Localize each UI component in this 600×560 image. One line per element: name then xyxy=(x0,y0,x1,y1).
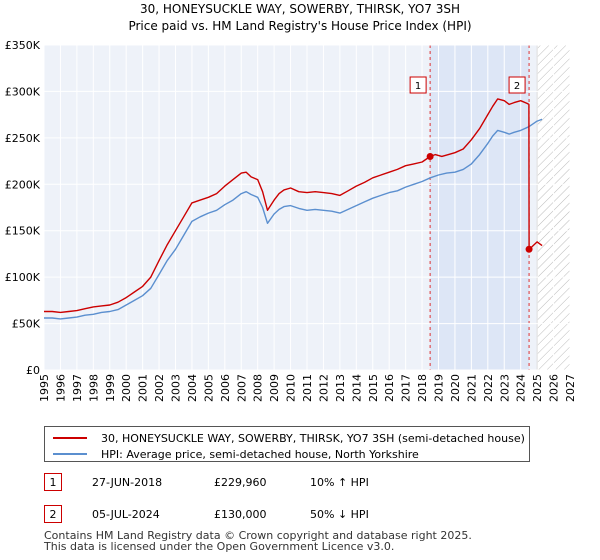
x-tick-label: 2018 xyxy=(416,374,429,402)
x-tick-label: 2024 xyxy=(515,374,528,402)
x-tick-label: 2014 xyxy=(350,374,363,402)
transaction-hpi-change: 50% ↓ HPI xyxy=(310,508,369,521)
legend-line-hpi xyxy=(53,453,87,455)
x-tick-label: 2023 xyxy=(498,374,511,402)
price-chart: 30, HONEYSUCKLE WAY, SOWERBY, THIRSK, YO… xyxy=(5,2,577,402)
footer-license: This data is licensed under the Open Gov… xyxy=(44,540,395,553)
x-tick-label: 2021 xyxy=(465,374,478,402)
transaction-label: 1 xyxy=(415,81,421,92)
transaction-price: £229,960 xyxy=(214,476,267,489)
legend-label-hpi: HPI: Average price, semi-detached house,… xyxy=(101,447,419,461)
transaction-date: 27-JUN-2018 xyxy=(92,476,163,489)
transaction-hpi-change: 10% ↑ HPI xyxy=(310,476,369,489)
transaction-label: 2 xyxy=(514,81,520,92)
x-tick-label: 2002 xyxy=(153,374,166,402)
x-tick-label: 2013 xyxy=(334,374,347,402)
x-tick-label: 2025 xyxy=(531,374,544,402)
transaction-badge: 2 xyxy=(44,505,62,523)
footer: Contains HM Land Registry data © Crown c… xyxy=(44,530,472,552)
chart-subtitle: Price paid vs. HM Land Registry's House … xyxy=(128,19,471,33)
x-tick-label: 2016 xyxy=(383,374,396,402)
transaction-label-box xyxy=(409,76,427,94)
transaction-point xyxy=(525,245,533,253)
y-tick-label: £200K xyxy=(5,178,41,191)
x-tick-label: 2015 xyxy=(367,374,380,402)
x-tick-label: 2022 xyxy=(482,374,495,402)
x-tick-label: 2000 xyxy=(120,374,133,402)
x-tick-label: 2017 xyxy=(400,374,413,402)
y-tick-label: £50K xyxy=(12,318,41,331)
x-tick-label: 2026 xyxy=(548,374,561,402)
x-tick-label: 1998 xyxy=(87,374,100,402)
transaction-date: 05-JUL-2024 xyxy=(92,508,160,521)
x-tick-label: 2012 xyxy=(317,374,330,402)
x-tick-label: 2011 xyxy=(301,374,314,402)
x-tick-label: 2019 xyxy=(433,374,446,402)
legend-item-property: 30, HONEYSUCKLE WAY, SOWERBY, THIRSK, YO… xyxy=(53,430,525,446)
ownership-period-shade xyxy=(430,45,530,370)
hpi-series-line xyxy=(44,118,543,320)
x-tick-label: 2020 xyxy=(449,374,462,402)
legend-item-hpi: HPI: Average price, semi-detached house,… xyxy=(53,446,419,462)
x-tick-label: 1996 xyxy=(54,374,67,402)
y-tick-label: £100K xyxy=(5,271,41,284)
property-series-line xyxy=(44,98,543,314)
legend-label-property: 30, HONEYSUCKLE WAY, SOWERBY, THIRSK, YO… xyxy=(101,431,525,445)
transaction-label-box xyxy=(508,76,526,94)
y-tick-label: £350K xyxy=(5,39,41,52)
footer-copyright: Contains HM Land Registry data © Crown c… xyxy=(44,529,472,542)
chart-title: 30, HONEYSUCKLE WAY, SOWERBY, THIRSK, YO… xyxy=(140,2,460,16)
x-tick-label: 2001 xyxy=(137,374,150,402)
legend-line-property xyxy=(53,437,87,439)
x-tick-label: 2007 xyxy=(235,374,248,402)
x-tick-label: 2004 xyxy=(186,374,199,402)
y-tick-label: £0 xyxy=(26,364,40,377)
transaction-price: £130,000 xyxy=(214,508,267,521)
x-tick-label: 2027 xyxy=(564,374,577,402)
x-tick-label: 2008 xyxy=(252,374,265,402)
transaction-badge: 1 xyxy=(44,473,62,491)
transaction-point xyxy=(426,152,434,160)
x-tick-label: 2010 xyxy=(285,374,298,402)
x-tick-label: 1997 xyxy=(71,374,84,402)
x-tick-label: 1999 xyxy=(104,374,117,402)
x-tick-label: 2006 xyxy=(219,374,232,402)
y-tick-label: £250K xyxy=(5,132,41,145)
x-tick-label: 2005 xyxy=(202,374,215,402)
legend: 30, HONEYSUCKLE WAY, SOWERBY, THIRSK, YO… xyxy=(44,426,530,462)
x-tick-label: 2003 xyxy=(170,374,183,402)
x-tick-label: 1995 xyxy=(38,374,51,402)
y-tick-label: £150K xyxy=(5,225,41,238)
y-tick-label: £300K xyxy=(5,85,41,98)
x-tick-label: 2009 xyxy=(268,374,281,402)
